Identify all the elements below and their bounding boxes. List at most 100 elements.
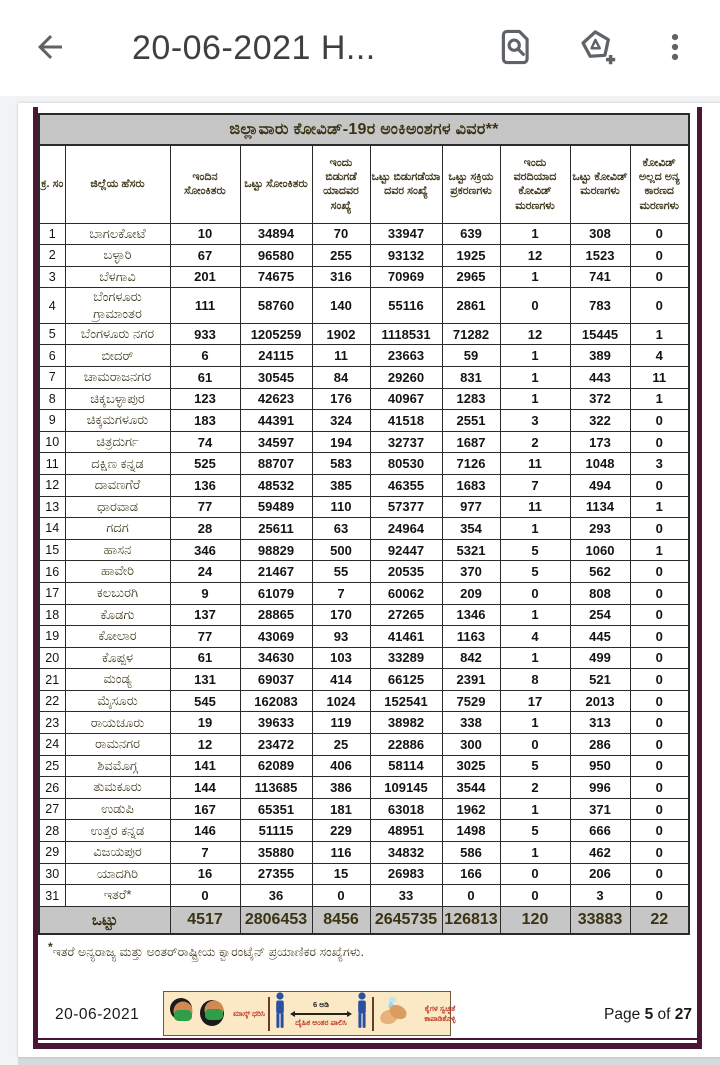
stat-value: 0 [499, 733, 571, 756]
distance-value: 6 ಅಡಿ [313, 999, 329, 1009]
stat-value: 1 [499, 222, 571, 246]
find-in-document-icon [498, 27, 534, 70]
stat-value: 950 [569, 754, 631, 778]
stat-value: 69037 [239, 668, 313, 691]
stat-value: 2391 [441, 668, 501, 691]
stat-value: 42623 [239, 387, 313, 411]
stat-value: 59489 [239, 495, 313, 519]
banner-mask-section: ಮಾಸ್ಕ್ ಧರಿಸಿ [168, 994, 265, 1033]
table-row: 7 ಚಾಮರಾಜನಗರ 61 30545 84 29260 831 1 443 11 [38, 365, 690, 389]
stat-value: 0 [629, 711, 690, 735]
stat-value: 229 [311, 819, 371, 843]
stat-value: 443 [569, 365, 631, 389]
district-name: ಚಿತ್ರದುರ್ಗ [64, 430, 171, 454]
table-title: ಜಿಲ್ಲಾವಾರು ಕೋವಿಡ್-19ರ ಅಂಕಿಅಂಶಗಳ ವಿವರ** [38, 113, 690, 146]
stat-value: 93 [311, 625, 371, 648]
stat-value: 462 [569, 841, 631, 864]
table-row: 24 ರಾಮನಗರ 12 23472 25 22886 300 0 286 0 [38, 733, 690, 756]
stat-value: 141 [169, 754, 241, 778]
stat-value: 322 [569, 409, 631, 432]
stat-value: 741 [569, 265, 631, 289]
back-button[interactable] [26, 23, 74, 74]
stat-value: 109145 [369, 776, 443, 799]
district-name: ಕೊಡಗು [64, 603, 171, 627]
overflow-menu-button[interactable] [652, 24, 698, 73]
stat-value: 25 [311, 733, 371, 756]
page-border-left [33, 107, 38, 1049]
banner-distance-section: 6 ಅಡಿ ದೈಹಿಕ ಅಂತರ ಪಾಲಿಸಿ [273, 992, 369, 1033]
stat-value: 338 [441, 711, 501, 735]
stat-value: 28865 [239, 603, 313, 627]
stat-value: 8 [499, 668, 571, 691]
stat-value: 58760 [239, 287, 313, 324]
table-row: 1 ಬಾಗಲಕೋಟೆ 10 34894 70 33947 639 1 308 0 [38, 222, 690, 246]
stat-value: 119 [311, 711, 371, 735]
stat-value: 1687 [441, 430, 501, 454]
stat-value: 1523 [569, 244, 631, 267]
stat-value: 1 [499, 646, 571, 670]
stat-value: 23663 [369, 344, 443, 367]
footnote-text: ಇತರೆ ಅನ್ಯರಾಜ್ಯ ಮತ್ತು ಅಂತರ್‌ರಾಷ್ಟ್ರೀಯ ಕ್ವ… [52, 945, 364, 960]
stat-value: 11 [499, 452, 571, 475]
total-value: 33883 [569, 905, 631, 935]
serial-number: 9 [38, 409, 66, 432]
stat-value: 9 [169, 581, 241, 605]
stat-value: 21467 [239, 560, 313, 583]
stat-value: 0 [629, 430, 690, 454]
stat-value: 55 [311, 560, 371, 583]
find-in-document-button[interactable] [492, 21, 540, 76]
annotate-button[interactable] [570, 21, 622, 76]
banner-divider [268, 996, 270, 1031]
stat-value: 7 [499, 473, 571, 497]
stat-value: 254 [569, 603, 631, 627]
stat-value: 59 [441, 344, 501, 367]
stat-value: 36 [239, 884, 313, 907]
stat-value: 58114 [369, 754, 443, 778]
page-total: 27 [674, 1006, 692, 1023]
stat-value: 3 [499, 409, 571, 432]
district-name: ದಕ್ಷಿಣ ಕನ್ನಡ [64, 452, 171, 475]
stat-value: 33947 [369, 222, 443, 246]
stat-value: 48951 [369, 819, 443, 843]
table-row: 9 ಚಿಕ್ಕಮಗಳೂರು 183 44391 324 41518 2551 3 322 0 [38, 409, 690, 432]
stat-value: 23472 [239, 733, 313, 756]
stat-value: 77 [169, 495, 241, 519]
stat-value: 545 [169, 689, 241, 713]
stat-value: 0 [629, 841, 690, 864]
stat-value: 12 [169, 733, 241, 756]
stat-value: 354 [441, 517, 501, 540]
stat-value: 300 [441, 733, 501, 756]
stat-value: 1118531 [369, 322, 443, 346]
stat-value: 15445 [569, 322, 631, 346]
serial-number: 23 [38, 711, 66, 735]
district-name: ಬೆಂಗಳೂರು ಗ್ರಾಮಾಂತರ [64, 287, 171, 324]
stat-value: 385 [311, 473, 371, 497]
stat-value: 977 [441, 495, 501, 519]
stat-value: 0 [629, 776, 690, 799]
table-row: 13 ಧಾರವಾಡ 77 59489 110 57377 977 11 1134 1 [38, 495, 690, 519]
distance-text: ದೈಹಿಕ ಅಂತರ ಪಾಲಿಸಿ [295, 1017, 347, 1027]
district-name: ಬೆಂಗಳೂರು ನಗರ [64, 322, 171, 346]
stat-value: 7 [169, 841, 241, 864]
total-label: ಒಟ್ಟು [38, 905, 171, 935]
mask-text: ಮಾಸ್ಕ್ ಧರಿಸಿ [233, 1008, 265, 1018]
stat-value: 96580 [239, 244, 313, 267]
document-viewer[interactable]: ಜಿಲ್ಲಾವಾರು ಕೋವಿಡ್-19ರ ಅಂಕಿಅಂಶಗಳ ವಿವರ** ಕ… [0, 96, 720, 1065]
back-arrow-icon [32, 29, 68, 68]
stat-value: 0 [629, 222, 690, 246]
stat-value: 22886 [369, 733, 443, 756]
serial-number: 27 [38, 797, 66, 821]
serial-number: 21 [38, 668, 66, 691]
stat-value: 406 [311, 754, 371, 778]
table-row: 16 ಹಾವೇರಿ 24 21467 55 20535 370 5 562 0 [38, 560, 690, 583]
stat-value: 346 [169, 538, 241, 562]
stat-value: 38982 [369, 711, 443, 735]
stat-value: 39633 [239, 711, 313, 735]
stat-value: 308 [569, 222, 631, 246]
stat-value: 110 [311, 495, 371, 519]
stat-value: 831 [441, 365, 501, 389]
stat-value: 0 [629, 560, 690, 583]
serial-number: 15 [38, 538, 66, 562]
stat-value: 1902 [311, 322, 371, 346]
of-word: of [657, 1006, 671, 1023]
